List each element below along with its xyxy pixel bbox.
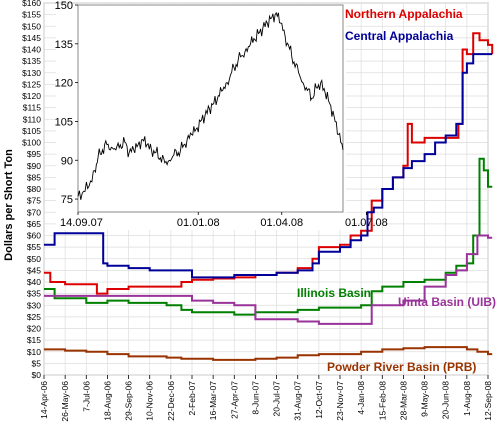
inset-plot-area (77, 4, 344, 213)
y-tick-label: $115 (23, 103, 42, 113)
inset-x-tick-label: 01.07.08 (345, 217, 388, 229)
y-tick-label: $40 (27, 277, 41, 287)
y-tick-label: $0 (32, 370, 42, 380)
y-tick-label: $130 (22, 68, 41, 78)
series-line-powder-river-basin-prb (44, 346, 493, 361)
label-central-appalachia: Central Appalachia (345, 29, 454, 43)
y-tick-label: $110 (23, 114, 42, 124)
x-tick-label: 2-Feb-07 (187, 381, 197, 416)
inset-y-tick-label: 105 (55, 116, 73, 128)
y-tick-label: $20 (27, 324, 41, 334)
x-tick-label: 4-Jan-08 (356, 381, 366, 415)
inset-y-tick-label: 150 (55, 0, 73, 12)
inset-plot: 75 90 105 120 135 150 14.09.07 01.01.08 01.04.08… (55, 0, 388, 230)
x-tick-label: 18-Aug-06 (102, 381, 112, 421)
x-tick-label: 27-Apr-07 (229, 381, 239, 419)
y-tick-label: $90 (27, 161, 41, 171)
x-tick-label: 22-Dec-06 (166, 381, 176, 421)
x-tick-label: 12-Sep-08 (483, 381, 493, 421)
y-tick-label: $15 (27, 335, 41, 345)
label-northern-appalachia: Northern Appalachia (345, 7, 463, 21)
y-tick-label: $105 (22, 126, 41, 136)
y-tick-label: $135 (22, 56, 41, 66)
x-tick-label: 14-Apr-06 (39, 381, 49, 419)
series-line-uinta-basin-uib (44, 234, 493, 325)
inset-y-tick-label: 75 (61, 194, 73, 206)
inset-y-tick-label: 120 (55, 78, 73, 90)
x-tick-label: 26-May-06 (60, 381, 70, 422)
x-tick-label: 31-Aug-07 (293, 381, 303, 421)
y-tick-label: $30 (27, 300, 41, 310)
y-tick-label: $45 (27, 265, 41, 275)
y-tick-label: $10 (27, 347, 41, 357)
series-line-central-appalachia (44, 53, 493, 279)
x-tick-label: 29-Sep-06 (124, 381, 134, 421)
inset-x-tick-label: 01.01.08 (177, 217, 220, 229)
y-tick-label: $65 (27, 219, 41, 229)
inset-y-tick-label: 135 (55, 39, 73, 51)
y-tick-label: $85 (27, 172, 41, 182)
x-tick-label: 20-Jul-07 (272, 381, 282, 417)
label-powder-river-basin: Powder River Basin (PRB) (327, 360, 476, 374)
x-tick-label: 12-Oct-07 (314, 381, 324, 419)
inset-price-line (77, 11, 344, 200)
y-tick-label: $125 (22, 79, 41, 89)
y-tick-label: $25 (27, 312, 41, 322)
x-tick-label: 15-Feb-08 (377, 381, 387, 420)
x-tick-label: 7-Jul-06 (81, 381, 91, 412)
x-tick-label: 9-May-08 (420, 381, 430, 417)
label-illinois-basin: Illinois Basin (297, 286, 371, 300)
y-tick-label: $145 (22, 33, 41, 43)
y-tick-label: $160 (22, 0, 41, 8)
x-tick-label: 16-Mar-07 (208, 381, 218, 420)
series-line-illinois-basin (44, 157, 493, 316)
y-tick-label: $60 (27, 231, 41, 241)
y-tick-label: $80 (27, 184, 41, 194)
y-tick-label: $150 (22, 21, 41, 31)
y-tick-label: $50 (27, 254, 41, 264)
x-tick-label: 20-Jun-08 (441, 381, 451, 420)
y-axis-label: Dollars per Short Ton (3, 149, 15, 261)
y-tick-label: $140 (22, 45, 41, 55)
y-tick-label: $120 (22, 91, 41, 101)
y-tick-label: $35 (27, 289, 41, 299)
x-tick-label: 8-Jun-07 (250, 381, 260, 415)
inset-x-tick-label: 14.09.07 (60, 217, 103, 229)
x-tick-label: 23-Nov-07 (335, 381, 345, 421)
y-tick-label: $100 (22, 138, 41, 148)
y-tick-label: $5 (32, 358, 42, 368)
x-tick-label: 1-Aug-08 (462, 381, 472, 416)
inset-y-tick-label: 90 (61, 155, 73, 167)
y-tick-label: $95 (27, 149, 41, 159)
y-tick-label: $55 (27, 242, 41, 252)
y-tick-label: $155 (22, 10, 41, 20)
y-tick-label: $70 (27, 207, 41, 217)
x-tick-label: 10-Nov-06 (145, 381, 155, 421)
label-uinta-basin: Uinta Basin (UIB) (398, 295, 496, 309)
inset-x-tick-label: 01.04.08 (260, 217, 303, 229)
y-tick-label: $75 (27, 196, 41, 206)
x-tick-label: 28-Mar-08 (398, 381, 408, 420)
